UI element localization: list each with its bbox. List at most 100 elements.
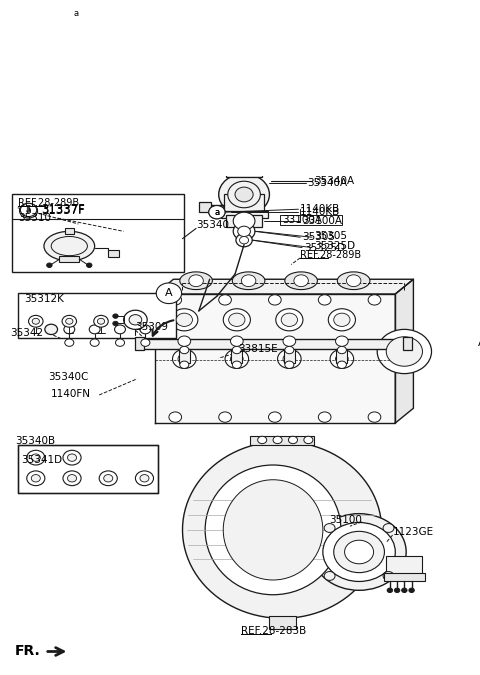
Text: a: a (215, 208, 219, 217)
Circle shape (20, 203, 37, 218)
Circle shape (140, 475, 149, 482)
Text: a: a (26, 206, 31, 215)
Text: 35340B: 35340B (15, 437, 55, 446)
Circle shape (63, 471, 81, 485)
Bar (226, 171, 262, 177)
Circle shape (336, 336, 348, 346)
Circle shape (241, 275, 256, 287)
Circle shape (230, 336, 243, 346)
Text: 35310: 35310 (18, 213, 51, 223)
Circle shape (383, 572, 394, 580)
Text: REF.28-289B: REF.28-289B (300, 250, 361, 260)
Circle shape (312, 514, 406, 591)
Circle shape (178, 336, 191, 346)
Bar (403, 338, 411, 350)
Circle shape (180, 346, 189, 354)
Circle shape (176, 313, 192, 327)
Circle shape (104, 475, 113, 482)
Circle shape (409, 588, 414, 593)
Circle shape (115, 325, 125, 334)
Text: 35100: 35100 (329, 515, 362, 525)
Circle shape (223, 308, 251, 331)
Polygon shape (156, 294, 396, 423)
Circle shape (90, 339, 99, 346)
Text: 1123GE: 1123GE (393, 527, 434, 537)
Circle shape (129, 315, 142, 325)
Circle shape (169, 412, 181, 423)
Circle shape (232, 361, 241, 369)
Text: 33100A: 33100A (302, 216, 342, 226)
Circle shape (228, 313, 245, 327)
Text: a: a (26, 205, 31, 215)
Circle shape (27, 450, 45, 465)
Circle shape (32, 319, 39, 324)
Bar (12, 194, 184, 272)
Circle shape (337, 346, 347, 354)
Circle shape (236, 234, 252, 247)
Ellipse shape (44, 232, 95, 261)
Circle shape (283, 336, 296, 346)
Circle shape (45, 324, 58, 335)
Bar (179, 348, 190, 363)
Text: 1140KB: 1140KB (300, 205, 340, 214)
Circle shape (323, 522, 396, 581)
Circle shape (140, 325, 151, 334)
Text: 35312K: 35312K (24, 294, 64, 304)
Text: 35340C: 35340C (48, 373, 89, 382)
Circle shape (94, 315, 108, 327)
Circle shape (219, 174, 269, 215)
Circle shape (368, 295, 381, 305)
Circle shape (86, 263, 92, 267)
Circle shape (232, 346, 241, 354)
Circle shape (318, 295, 331, 305)
Circle shape (328, 308, 356, 331)
Circle shape (219, 412, 231, 423)
Polygon shape (396, 279, 413, 423)
Circle shape (228, 181, 260, 208)
Bar (18, 445, 158, 493)
Circle shape (285, 346, 294, 354)
Circle shape (113, 314, 118, 319)
Bar (231, 348, 242, 363)
Bar (226, 215, 262, 227)
Bar (336, 348, 348, 363)
Circle shape (171, 308, 198, 331)
Circle shape (89, 325, 100, 334)
Circle shape (116, 339, 124, 346)
Text: 1140FN: 1140FN (51, 389, 91, 398)
Circle shape (277, 349, 301, 369)
Text: FR.: FR. (15, 645, 41, 659)
Text: 35341D: 35341D (21, 455, 62, 465)
Text: 1140KB: 1140KB (300, 207, 340, 217)
Text: 33815E: 33815E (239, 344, 278, 354)
Bar (135, 338, 144, 350)
Circle shape (281, 313, 298, 327)
Bar (386, 556, 422, 574)
Circle shape (268, 412, 281, 423)
Text: 31337F: 31337F (41, 205, 85, 217)
Circle shape (225, 349, 249, 369)
Circle shape (273, 436, 282, 443)
Circle shape (219, 295, 231, 305)
Circle shape (345, 540, 373, 564)
Circle shape (318, 412, 331, 423)
Circle shape (172, 349, 196, 369)
Bar (284, 348, 295, 363)
Ellipse shape (51, 236, 87, 256)
Circle shape (99, 471, 117, 485)
Ellipse shape (205, 465, 341, 595)
Circle shape (233, 223, 255, 240)
Circle shape (377, 329, 432, 373)
Circle shape (387, 588, 393, 593)
Circle shape (180, 361, 189, 369)
Circle shape (238, 226, 251, 236)
Text: 35325D: 35325D (314, 241, 355, 251)
Ellipse shape (337, 272, 370, 290)
Circle shape (124, 310, 147, 329)
Circle shape (169, 295, 181, 305)
Circle shape (324, 572, 335, 580)
Circle shape (285, 361, 294, 369)
Circle shape (27, 471, 45, 485)
Text: A: A (478, 338, 480, 348)
Circle shape (334, 313, 350, 327)
